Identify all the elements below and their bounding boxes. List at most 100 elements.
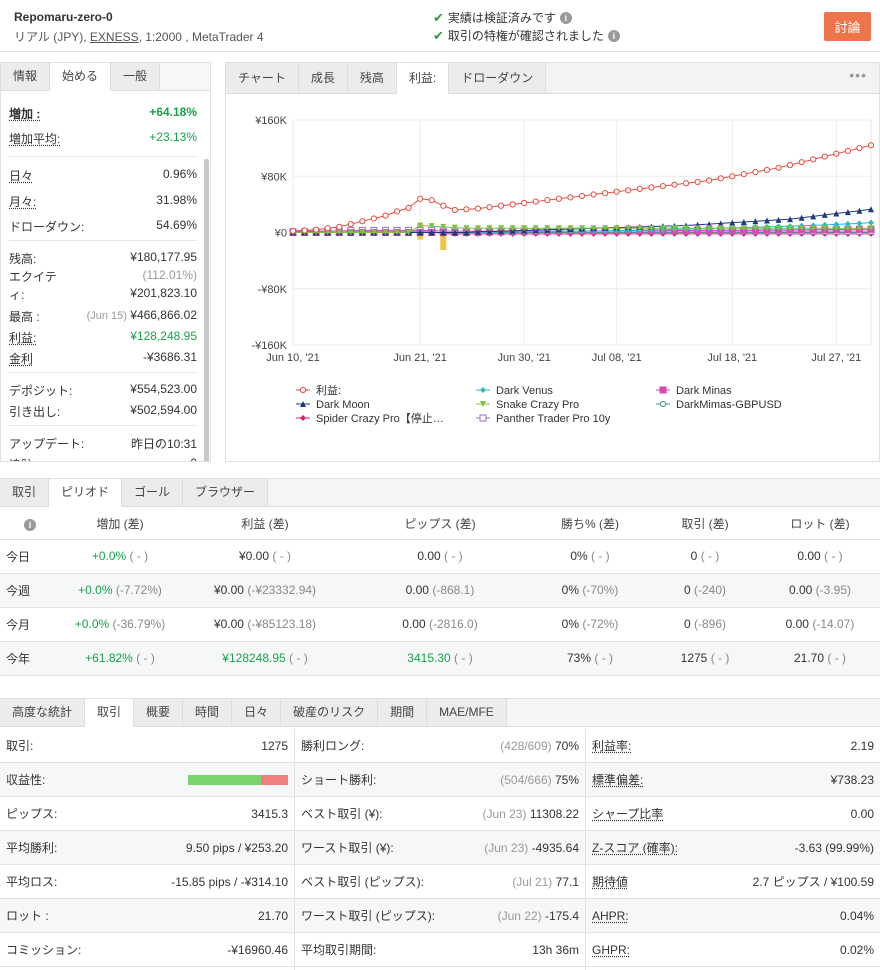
info-icon[interactable]: i <box>560 12 572 24</box>
balance-label: 残高: <box>9 250 36 267</box>
info-tabs: 情報 始める 一般 <box>1 63 210 91</box>
stats-note: (504/666) <box>500 773 551 787</box>
tab-advanced-stats[interactable]: 高度な統計 <box>0 699 85 726</box>
stats-value: 2.19 <box>851 739 874 753</box>
period-label: 今週 <box>0 573 60 607</box>
data-point <box>325 226 330 231</box>
stats-column-1: 取引: 1275 収益性: ピップス: 3415.3 平均勝利: 9.50 pips / ¥… <box>0 729 294 967</box>
period-value: 0 <box>684 583 691 597</box>
info-icon[interactable]: i <box>608 30 620 42</box>
period-value: ¥0.00 <box>239 549 269 563</box>
discuss-button[interactable]: 討論 <box>824 12 871 41</box>
info-list: 増加 : +64.18% 増加平均: +23.13% 日々 0.96% 月々: 31.9… <box>1 92 203 461</box>
legend-swatch-marker <box>300 415 306 421</box>
period-cell: ¥128248.95 ( - ) <box>180 641 350 675</box>
tab-days[interactable]: 日々 <box>232 699 281 726</box>
check-icon: ✔ <box>433 28 444 44</box>
period-cell: 21.70 ( - ) <box>760 641 880 675</box>
period-diff: ( - ) <box>130 549 149 563</box>
data-point <box>522 200 527 205</box>
stats-row: AHPR: 0.04% <box>586 899 880 933</box>
data-point <box>741 172 746 177</box>
stats-value: 70% <box>555 739 579 753</box>
tab-info[interactable]: 情報 <box>1 63 50 90</box>
legend-entry: 利益: <box>316 383 341 397</box>
x-tick-label: Jun 21, '21 <box>393 352 446 364</box>
tab-stats-trades[interactable]: 取引 <box>85 699 134 727</box>
tab-started[interactable]: 始める <box>50 63 111 91</box>
tab-hours[interactable]: 時間 <box>183 699 232 726</box>
period-value: 0% <box>562 617 579 631</box>
info-icon[interactable]: i <box>24 519 36 531</box>
tracking-value: 0 <box>190 456 197 462</box>
stats-label[interactable]: AHPR: <box>592 909 629 923</box>
info-scrollbar[interactable] <box>204 159 209 462</box>
tab-summary[interactable]: 概要 <box>134 699 183 726</box>
stats-row: Z-スコア (確率): -3.63 (99.99%) <box>586 831 880 865</box>
tab-periods[interactable]: ピリオド <box>49 479 122 507</box>
data-point <box>764 167 769 172</box>
stats-label: ワースト取引 (¥): <box>301 839 394 856</box>
stats-label[interactable]: Z-スコア (確率): <box>592 839 678 856</box>
period-value: ¥0.00 <box>214 583 244 597</box>
profit-value: ¥128,248.95 <box>130 329 197 346</box>
period-diff: (-72%) <box>582 617 618 631</box>
stats-label[interactable]: 標準偏差: <box>592 771 643 788</box>
col-profit: 利益 (差) <box>180 509 350 539</box>
tab-browser[interactable]: ブラウザー <box>183 479 268 506</box>
stats-label: 平均取引期間: <box>301 941 376 958</box>
period-cell: 3415.30 ( - ) <box>350 641 530 675</box>
updated-value: 昨日の10:31 <box>131 435 197 452</box>
stats-label[interactable]: 利益率: <box>592 737 631 754</box>
tab-risk-of-ruin[interactable]: 破産のリスク <box>281 699 378 726</box>
stats-note: (Jun 23) <box>482 807 526 821</box>
period-table: i 増加 (差) 利益 (差) ピップス (差) 勝ち% (差) 取引 (差) … <box>0 509 880 676</box>
chart-panel: チャート 成長 残高 利益: ドローダウン ••• ¥160K ¥80K ¥0 -¥8… <box>225 62 880 462</box>
tab-trades[interactable]: 取引 <box>0 479 49 506</box>
period-value: 0.00 <box>406 583 429 597</box>
data-point <box>834 151 839 156</box>
data-point <box>498 203 503 208</box>
stats-row: ロット :21.70 <box>0 899 294 933</box>
period-diff: (-36.79%) <box>113 617 166 631</box>
stats-label: ショート勝利: <box>301 771 376 788</box>
period-cell: 0.00 (-868.1) <box>350 573 530 607</box>
legend-entry: Dark Venus <box>496 385 553 397</box>
broker-link[interactable]: EXNESS <box>90 30 139 44</box>
x-tick-label: Jul 18, '21 <box>707 352 757 364</box>
tab-mae-mfe[interactable]: MAE/MFE <box>427 699 507 726</box>
tab-duration[interactable]: 期間 <box>378 699 427 726</box>
account-info-panel: 情報 始める 一般 増加 : +64.18% 増加平均: +23.13% 日々 0.9… <box>0 62 211 462</box>
drawdown-value: 54.69% <box>156 218 197 235</box>
account-header: Repomaru-zero-0 リアル (JPY), EXNESS, 1:200… <box>0 0 880 52</box>
period-cell: 0.00 ( - ) <box>760 539 880 573</box>
legend-swatch-marker <box>660 387 666 393</box>
data-point <box>707 178 712 183</box>
gain-value: +64.18% <box>149 105 197 122</box>
stats-label[interactable]: 期待値 <box>592 873 628 890</box>
stats-label: ベスト取引 (ピップス): <box>301 873 424 890</box>
stats-row: GHPR: 0.02% <box>586 933 880 967</box>
stats-row: 標準偏差: ¥738.23 <box>586 763 880 797</box>
legend-entry: Dark Minas <box>676 385 732 397</box>
stats-label[interactable]: GHPR: <box>592 943 630 957</box>
stats-label: ロット : <box>6 907 49 924</box>
period-cell: ¥0.00 (-¥85123.18) <box>180 607 350 641</box>
x-tick-label: Jul 27, '21 <box>811 352 861 364</box>
data-point <box>568 195 573 200</box>
period-diff: ( - ) <box>454 651 473 665</box>
stats-tabs: 高度な統計 取引 概要 時間 日々 破産のリスク 期間 MAE/MFE <box>0 699 880 727</box>
period-cell: 73% ( - ) <box>530 641 650 675</box>
tab-goals[interactable]: ゴール <box>122 479 183 506</box>
stats-value: 13h 36m <box>532 943 579 957</box>
avg-gain-value: +23.13% <box>149 130 197 147</box>
data-point <box>475 206 480 211</box>
y-tick-label: ¥80K <box>260 171 287 183</box>
stats-label[interactable]: シャープ比率 <box>592 805 663 822</box>
highest-value: ¥466,866.02 <box>130 308 197 322</box>
stats-value: 75% <box>555 773 579 787</box>
stats-row: 収益性: <box>0 763 294 797</box>
account-meta-suffix: , 1:2000 , MetaTrader 4 <box>139 30 264 44</box>
stats-row: 利益率: 2.19 <box>586 729 880 763</box>
tab-general[interactable]: 一般 <box>111 63 160 90</box>
